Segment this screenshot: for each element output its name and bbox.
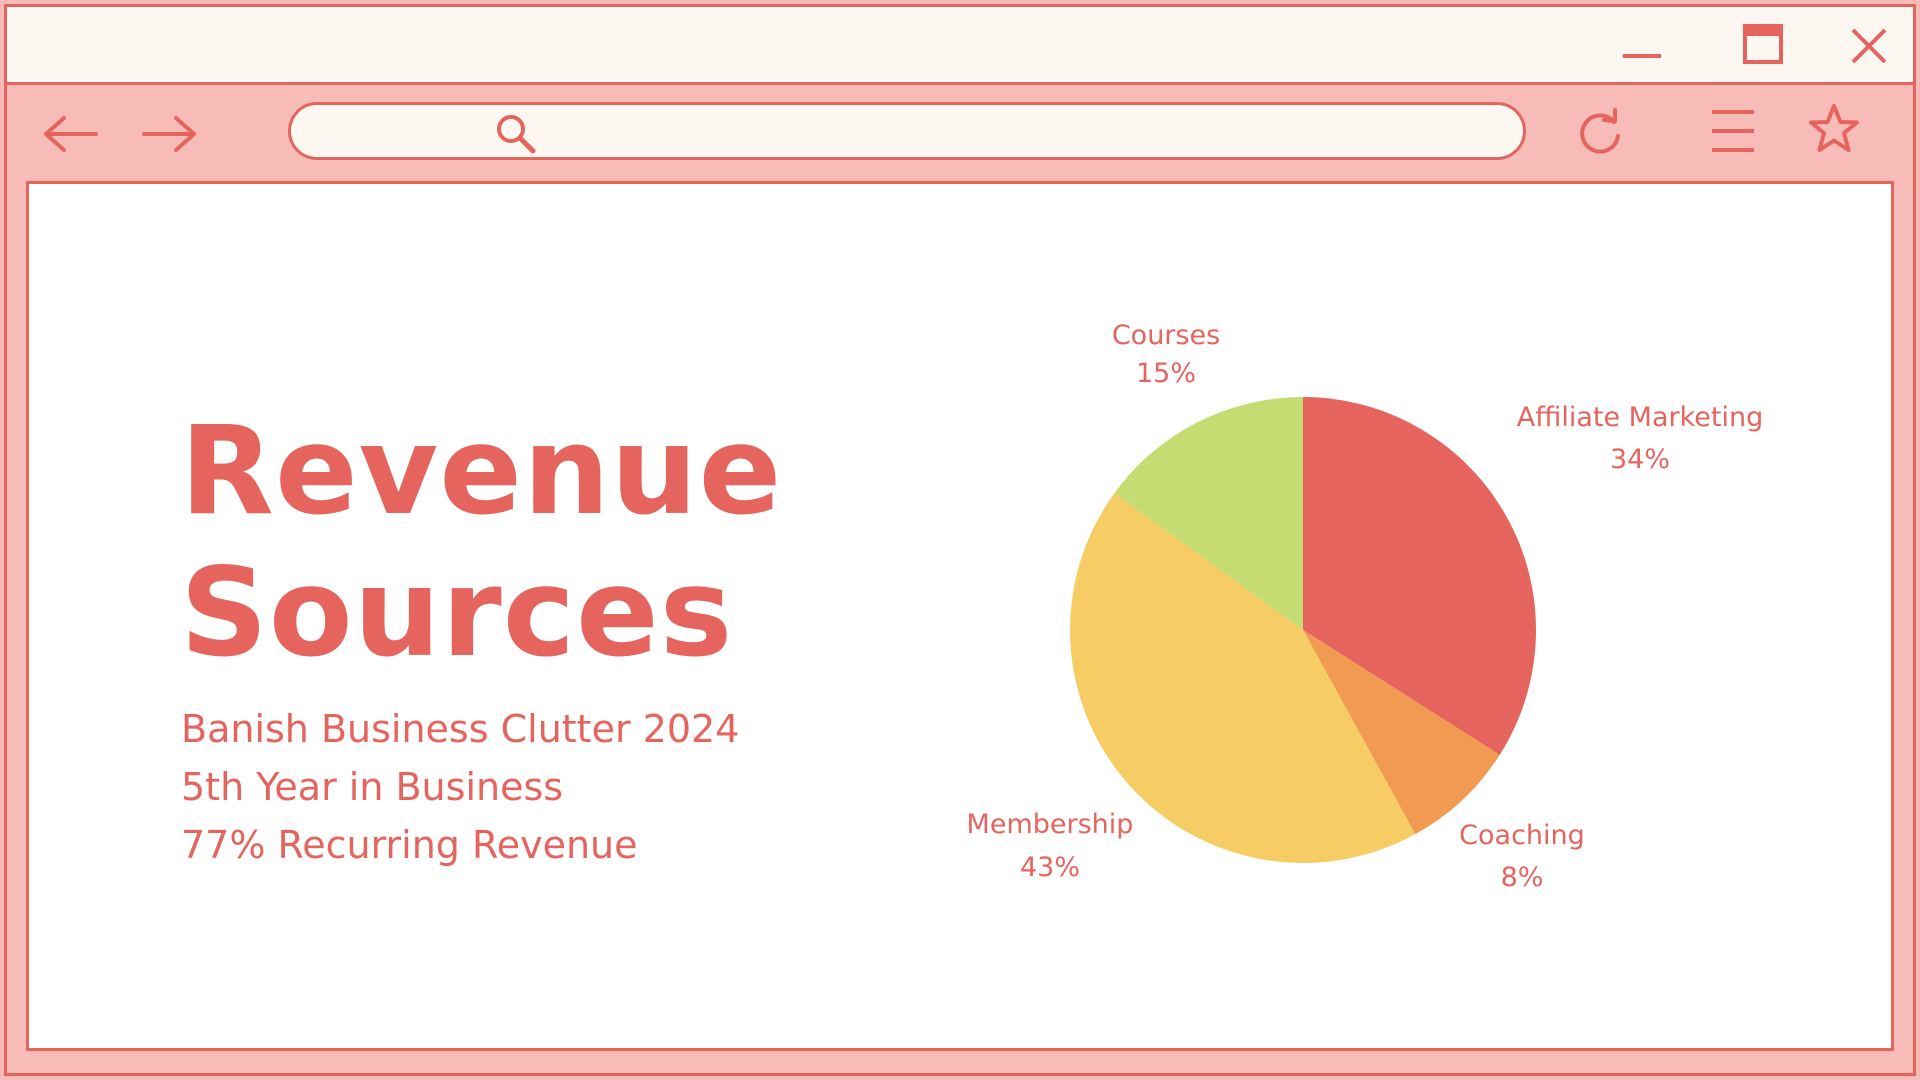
- window-titlebar: [7, 7, 1913, 85]
- subtitle-block: Banish Business Clutter 2024 5th Year in…: [181, 700, 739, 874]
- slice-label-membership: Membership: [967, 809, 1134, 840]
- refresh-icon[interactable]: [1574, 106, 1626, 158]
- slice-label-coaching: Coaching: [1459, 820, 1585, 851]
- slice-value-courses: 15%: [1136, 358, 1196, 389]
- slice-value-coaching: 8%: [1501, 862, 1544, 893]
- slice-value-affiliate-marketing: 34%: [1610, 444, 1670, 475]
- slice-value-membership: 43%: [1020, 852, 1080, 883]
- maximize-icon[interactable]: [1741, 22, 1785, 66]
- slice-label-affiliate-marketing: Affiliate Marketing: [1517, 402, 1763, 433]
- search-icon[interactable]: [493, 111, 539, 157]
- pie-slice-coaching: [1303, 630, 1500, 835]
- title-line-2: Sources: [180, 542, 734, 684]
- page-title: Revenue Sources: [180, 400, 782, 684]
- pie-slice-membership: [1070, 493, 1416, 863]
- menu-icon[interactable]: [1708, 106, 1758, 156]
- address-bar[interactable]: [288, 102, 1526, 160]
- title-line-1: Revenue: [180, 400, 783, 542]
- page-content: [26, 181, 1894, 1051]
- subtitle-line-1: Banish Business Clutter 2024: [181, 707, 740, 751]
- slice-label-courses: Courses: [1112, 320, 1220, 351]
- pie-slice-affiliate-marketing: [1303, 397, 1537, 755]
- subtitle-line-2: 5th Year in Business: [181, 765, 564, 809]
- minimize-icon[interactable]: [1619, 42, 1665, 62]
- subtitle-line-3: 77% Recurring Revenue: [181, 823, 638, 867]
- pie-slice-courses: [1114, 397, 1303, 630]
- forward-arrow-icon[interactable]: [138, 112, 200, 156]
- close-icon[interactable]: [1847, 24, 1891, 68]
- back-arrow-icon[interactable]: [40, 112, 102, 156]
- star-icon[interactable]: [1806, 102, 1862, 158]
